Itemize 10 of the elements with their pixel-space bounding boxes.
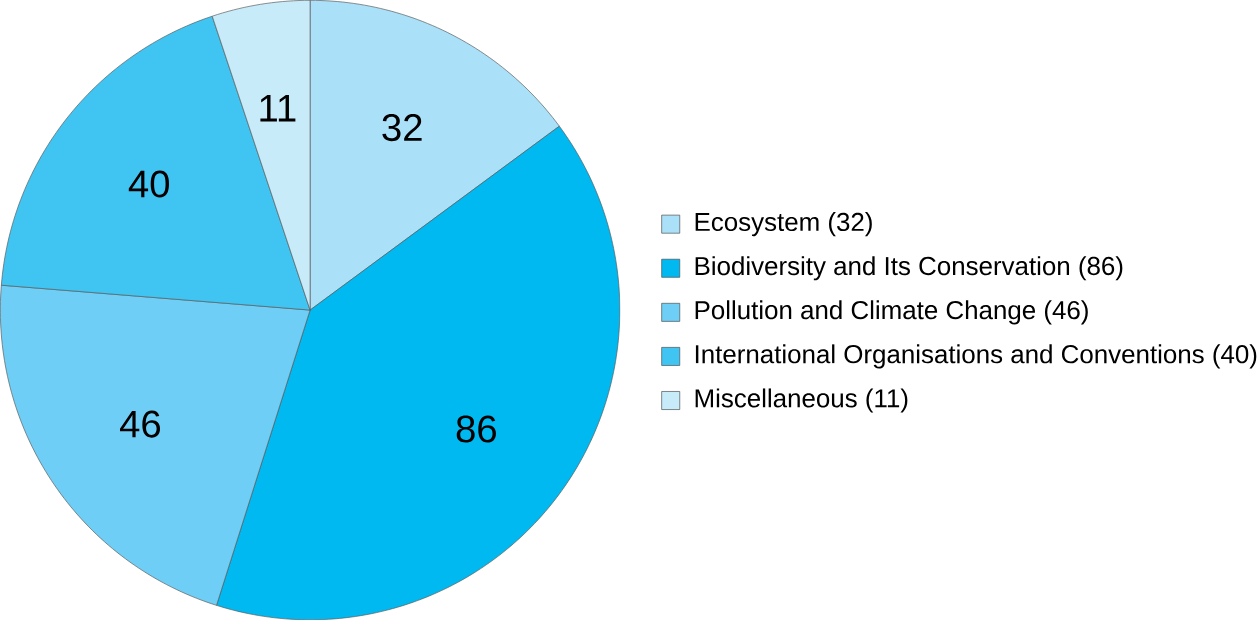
data-label: 40 — [128, 170, 169, 198]
data-label: 32 — [382, 113, 422, 142]
legend-label: Biodiversity and Its Conservation (86) — [695, 256, 1123, 281]
data-label: 46 — [120, 410, 161, 438]
data-label: 11 — [260, 95, 296, 122]
data-label: 86 — [456, 415, 496, 443]
legend-label: Pollution and Climate Change (46) — [695, 300, 1088, 325]
legend-label: Ecosystem (32) — [695, 212, 872, 237]
legend-label: Miscellaneous (11) — [695, 388, 908, 413]
legend-label: International Organisations and Conventions (40) — [695, 344, 1257, 369]
